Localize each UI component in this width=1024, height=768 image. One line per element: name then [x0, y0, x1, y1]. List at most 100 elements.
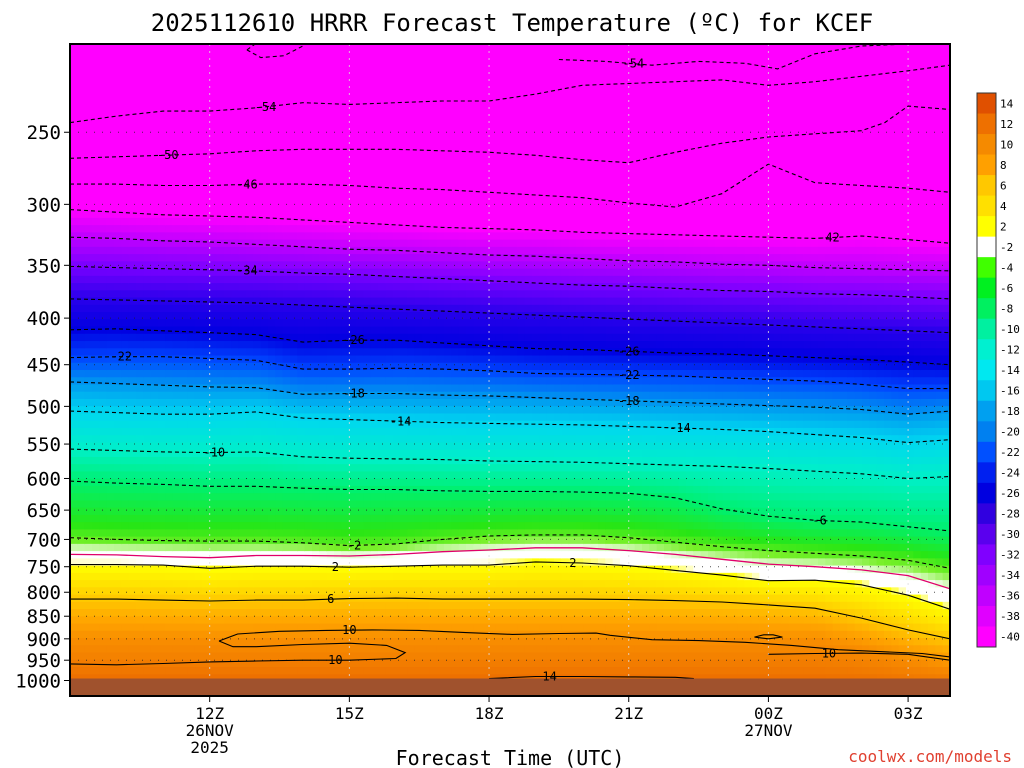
fill-cell	[150, 377, 159, 386]
fill-cell	[451, 667, 460, 675]
fill-cell	[106, 312, 115, 320]
fill-cell	[165, 159, 174, 168]
fill-cell	[143, 355, 152, 364]
fill-cell	[121, 674, 130, 683]
fill-cell	[246, 565, 254, 574]
fill-cell	[158, 145, 166, 154]
fill-cell	[121, 341, 130, 349]
fill-cell	[422, 377, 430, 386]
fill-cell	[253, 290, 262, 299]
fill-cell	[209, 51, 218, 60]
fill-cell	[114, 529, 122, 538]
fill-cell	[260, 493, 269, 501]
fill-cell	[422, 246, 430, 255]
fill-cell	[319, 616, 328, 625]
fill-cell	[378, 58, 386, 67]
fill-cell	[422, 413, 430, 422]
fill-cell	[312, 80, 320, 89]
fill-cell	[143, 630, 152, 639]
fill-cell	[202, 268, 210, 277]
fill-cell	[158, 51, 166, 60]
fill-cell	[70, 449, 78, 458]
fill-cell	[180, 138, 188, 147]
fill-cell	[180, 239, 188, 248]
fill-cell	[451, 630, 460, 639]
fill-cell	[106, 449, 115, 458]
fill-cell	[290, 558, 298, 567]
fill-cell	[70, 478, 78, 487]
fill-cell	[334, 174, 342, 183]
fill-cell	[356, 246, 364, 255]
fill-cell	[436, 667, 445, 675]
fill-cell	[444, 464, 452, 473]
fill-cell	[187, 493, 196, 501]
fill-cell	[473, 304, 482, 313]
fill-cell	[319, 312, 328, 320]
fill-cell	[466, 261, 474, 270]
fill-cell	[128, 348, 137, 357]
fill-cell	[304, 565, 313, 574]
fill-cell	[187, 514, 196, 523]
fill-cell	[297, 464, 306, 473]
fill-cell	[216, 319, 225, 328]
fill-cell	[414, 601, 423, 610]
fill-cell	[128, 123, 137, 132]
fill-cell	[194, 514, 203, 523]
fill-cell	[407, 333, 416, 342]
fill-cell	[209, 471, 218, 480]
fill-cell	[414, 275, 423, 284]
fill-cell	[363, 355, 372, 364]
fill-cell	[422, 130, 430, 139]
fill-cell	[224, 558, 232, 567]
fill-cell	[356, 398, 364, 407]
fill-cell	[473, 297, 482, 306]
fill-cell	[121, 449, 130, 458]
fill-cell	[363, 377, 372, 386]
fill-cell	[326, 594, 335, 603]
fill-cell	[136, 427, 144, 436]
fill-cell	[165, 406, 174, 415]
fill-cell	[77, 464, 86, 473]
fill-cell	[106, 616, 115, 625]
fill-cell	[348, 464, 357, 473]
fill-cell	[172, 464, 181, 473]
fill-cell	[341, 348, 350, 357]
fill-cell	[202, 159, 210, 168]
fill-cell	[187, 362, 196, 371]
fill-cell	[253, 239, 262, 248]
fill-cell	[282, 239, 291, 248]
fill-cell	[268, 478, 276, 487]
fill-cell	[297, 377, 306, 386]
fill-cell	[194, 326, 203, 335]
fill-cell	[444, 485, 452, 494]
fill-cell	[473, 232, 482, 241]
fill-cell	[466, 159, 474, 168]
fill-cell	[348, 123, 357, 132]
fill-cell	[246, 341, 254, 349]
fill-cell	[319, 645, 328, 654]
fill-cell	[209, 333, 218, 342]
fill-cell	[451, 348, 460, 357]
fill-cell	[414, 587, 423, 596]
fill-cell	[370, 674, 379, 683]
fill-cell	[326, 442, 335, 451]
fill-cell	[165, 456, 174, 465]
fill-cell	[268, 225, 276, 233]
fill-cell	[172, 246, 181, 255]
fill-cell	[158, 297, 166, 306]
fill-cell	[334, 80, 342, 89]
fill-cell	[202, 370, 210, 378]
fill-cell	[319, 109, 328, 118]
fill-cell	[216, 101, 225, 110]
fill-cell	[70, 442, 78, 451]
fill-cell	[158, 319, 166, 328]
fill-cell	[414, 326, 423, 335]
fill-cell	[363, 65, 372, 74]
fill-cell	[180, 94, 188, 103]
fill-cell	[202, 145, 210, 154]
fill-cell	[334, 65, 342, 74]
fill-cell	[407, 174, 416, 183]
fill-cell	[370, 210, 379, 219]
fill-cell	[392, 138, 401, 147]
fill-cell	[106, 391, 115, 400]
